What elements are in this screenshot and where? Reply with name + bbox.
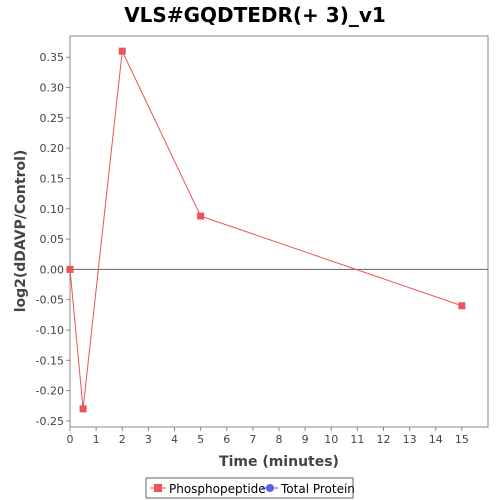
y-tick-label: 0.00 (40, 263, 65, 276)
x-tick-label: 14 (429, 433, 443, 446)
data-point (458, 302, 466, 310)
x-axis-title: Time (minutes) (219, 454, 339, 470)
legend-label-total: Total Protein (280, 482, 355, 496)
legend-marker-phospho (154, 484, 162, 492)
x-tick-label: 13 (403, 433, 417, 446)
x-tick-label: 9 (302, 433, 309, 446)
x-tick-label: 12 (377, 433, 391, 446)
y-tick-label: -0.15 (36, 354, 64, 367)
x-tick-label: 15 (455, 433, 469, 446)
x-tick-label: 2 (119, 433, 126, 446)
legend-marker-total (266, 484, 274, 492)
x-tick-label: 1 (93, 433, 100, 446)
plot-area (69, 35, 489, 428)
x-tick-label: 4 (171, 433, 178, 446)
x-tick-label: 10 (324, 433, 338, 446)
x-tick-label: 11 (350, 433, 364, 446)
y-tick-label: 0.30 (40, 82, 65, 95)
y-tick-label: 0.25 (40, 112, 65, 125)
legend-box (145, 477, 354, 499)
data-point (66, 265, 74, 273)
x-tick-label: 0 (67, 433, 74, 446)
legend: Phosphopeptide Total Protein (145, 477, 355, 499)
y-tick-label: 0.10 (40, 203, 65, 216)
data-point (118, 47, 126, 55)
y-tick-label: 0.05 (40, 233, 65, 246)
chart-title: VLS#GQDTEDR(+ 3)_v1 (124, 3, 386, 27)
x-tick-label: 3 (145, 433, 152, 446)
x-tick-label: 7 (249, 433, 256, 446)
y-tick-label: -0.10 (36, 324, 64, 337)
x-tick-label: 5 (197, 433, 204, 446)
data-point (197, 212, 205, 220)
y-tick-label: -0.20 (36, 385, 64, 398)
x-tick-label: 6 (223, 433, 230, 446)
y-tick-label: 0.35 (40, 51, 65, 64)
y-axis-title: log2(dDAVP/Control) (13, 150, 29, 313)
y-tick-label: 0.20 (40, 142, 65, 155)
y-tick-label: -0.05 (36, 294, 64, 307)
data-point (79, 405, 87, 413)
legend-label-phospho: Phosphopeptide (169, 482, 266, 496)
y-tick-label: 0.15 (40, 172, 65, 185)
x-tick-label: 8 (276, 433, 283, 446)
y-tick-label: -0.25 (36, 415, 64, 428)
